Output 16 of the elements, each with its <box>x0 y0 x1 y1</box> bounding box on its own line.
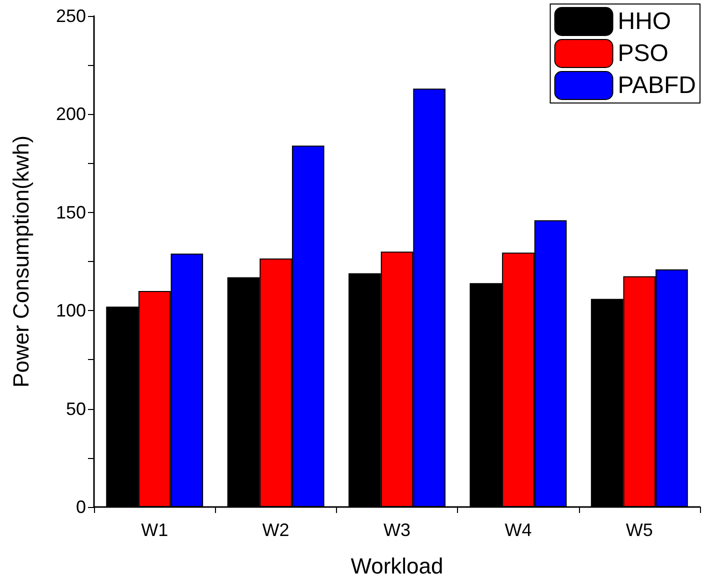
legend-label: PSO <box>618 40 668 67</box>
x-tick-label: W5 <box>626 520 653 540</box>
y-tick-label: 50 <box>66 398 86 419</box>
x-tick-label: W4 <box>504 520 532 540</box>
y-tick-label: 0 <box>76 497 86 517</box>
x-axis-title: Workload <box>350 554 444 578</box>
y-tick-label: 250 <box>56 6 86 26</box>
x-tick-label: W2 <box>262 520 290 540</box>
y-tick-label: 100 <box>56 300 86 321</box>
y-axis-title: Power Consumption(kwh) <box>8 136 34 388</box>
legend-label: PABFD <box>618 72 696 99</box>
x-tick-label: W3 <box>384 520 410 540</box>
y-tick-label: 150 <box>56 202 86 222</box>
legend-label: HHO <box>618 8 672 35</box>
y-tick-label: 200 <box>56 104 86 124</box>
x-tick-label: W1 <box>141 520 168 540</box>
